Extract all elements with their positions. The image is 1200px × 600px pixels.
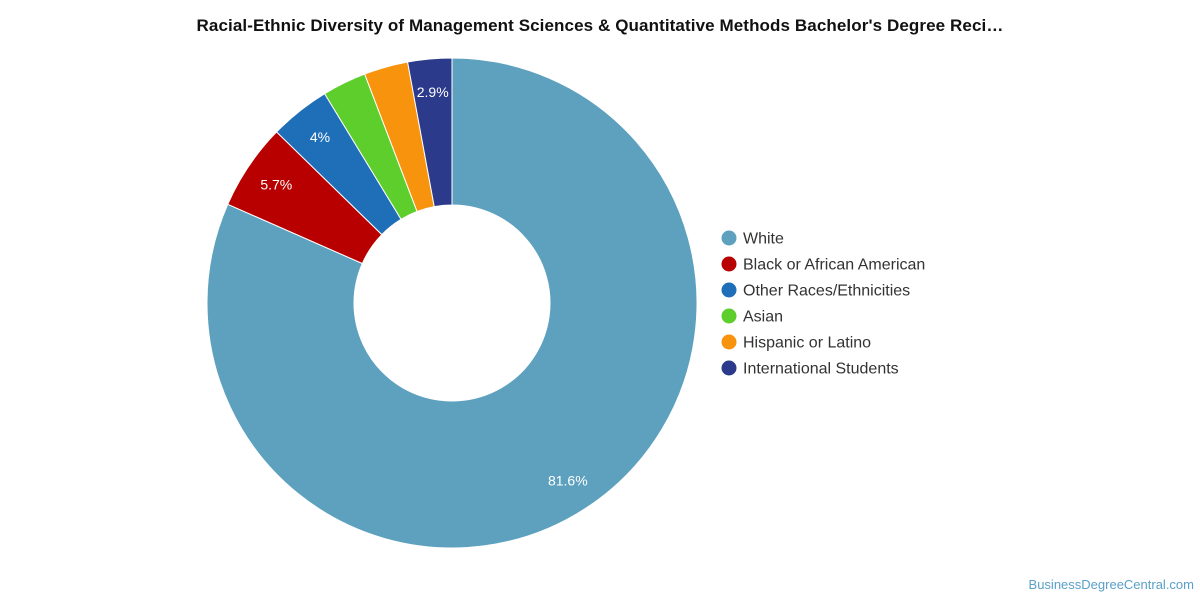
legend-label: Asian [743,309,783,326]
legend-item-international-students[interactable]: International Students [721,360,899,378]
legend-label: Other Races/Ethnicities [743,283,910,300]
slice-white[interactable] [206,57,698,549]
legend-label: Hispanic or Latino [743,335,871,352]
source-credit[interactable]: BusinessDegreeCentral.com [1028,577,1194,592]
slice-labels-group: 81.6% 5.7% 4% 2.9% [260,84,587,489]
legend-item-other-races-ethnicities[interactable]: Other Races/Ethnicities [721,282,911,300]
legend-label: Black or African American [743,257,925,274]
legend-label: White [743,231,784,248]
legend-label: International Students [743,361,899,378]
legend-item-hispanic-or-latino[interactable]: Hispanic or Latino [721,334,872,352]
slice-label-black-or-african-american: 5.7% [260,176,292,192]
legend-item-asian[interactable]: Asian [721,308,784,326]
slice-label-other-races-ethnicities: 4% [310,129,330,145]
legend-swatch [721,282,737,298]
legend-swatch [721,230,737,246]
slice-label-international-students: 2.9% [417,84,449,100]
legend-item-white[interactable]: White [721,230,785,248]
slice-international-students[interactable] [407,57,453,208]
legend-swatch [721,256,737,272]
legend-swatch [721,308,737,324]
slice-label-white: 81.6% [548,473,588,489]
legend-swatch [721,360,737,376]
legend-swatch [721,334,737,350]
legend-item-black-or-african-american[interactable]: Black or African American [721,256,926,274]
legend: White Black or African American Other Race… [721,230,926,378]
slices-group [206,57,698,549]
chart-title: Racial-Ethnic Diversity of Management Sc… [196,16,1004,35]
